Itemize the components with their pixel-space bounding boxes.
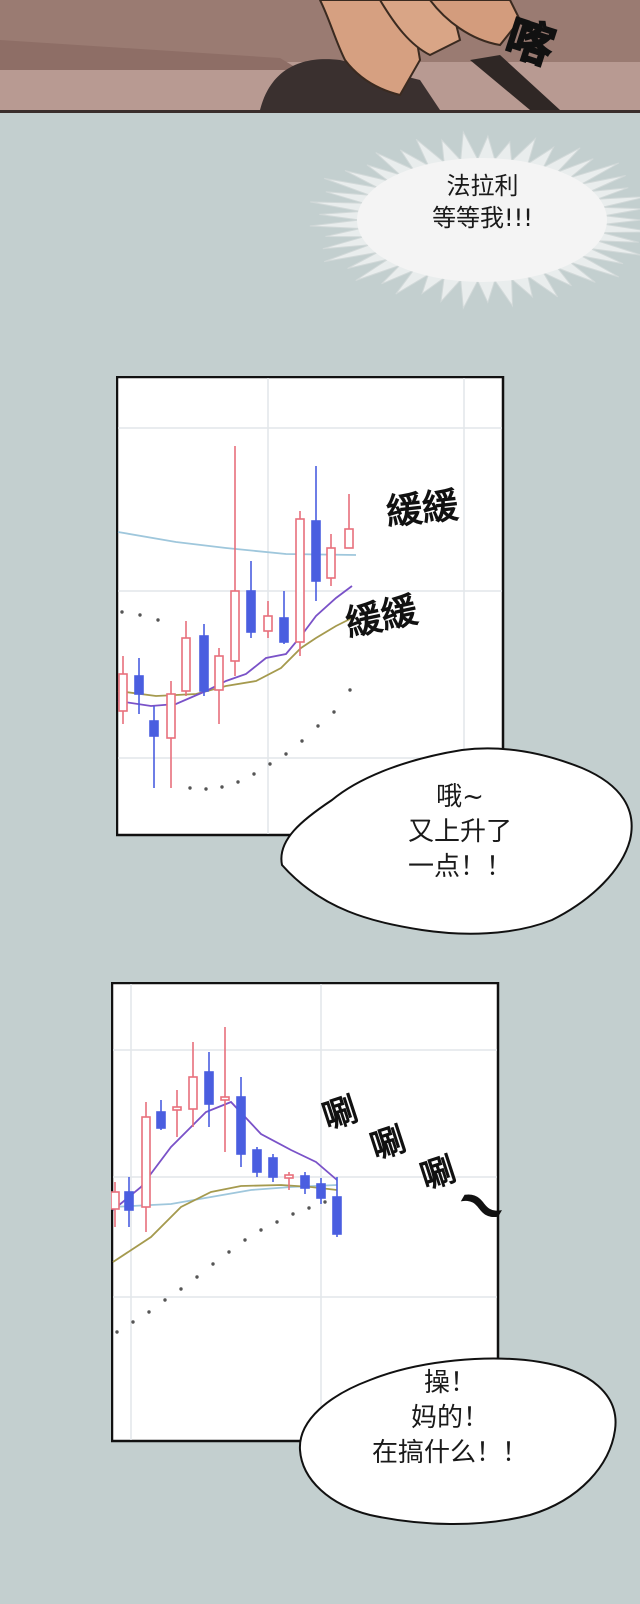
candle-body (220, 1096, 230, 1101)
candle-body (134, 675, 144, 695)
indicator-dot (138, 613, 142, 617)
candle-body (172, 1106, 182, 1111)
indicator-dot (147, 1310, 151, 1314)
candle-body (230, 590, 240, 662)
candle-body (332, 1196, 342, 1235)
indicator-dot (300, 739, 304, 743)
bubble-1-line-2: 又上升了 (407, 817, 512, 848)
indicator-dot (131, 1320, 135, 1324)
candle-body (166, 693, 176, 739)
indicator-dot (188, 786, 192, 790)
candle-body (181, 637, 191, 692)
indicator-dot (179, 1287, 183, 1291)
top-panel: 喀 (0, 0, 640, 113)
indicator-dot (195, 1275, 199, 1279)
candle-body (214, 655, 224, 691)
candle-body (156, 1111, 166, 1129)
indicator-dot (316, 724, 320, 728)
speech-bubble-1-text: 哦~ 又上升了 一点！！ (380, 780, 540, 885)
candle-body (204, 1071, 214, 1105)
candle-body (311, 520, 321, 582)
indicator-dot (332, 710, 336, 714)
candle-body (279, 617, 289, 643)
bubble-1-line-1: 哦~ (436, 782, 484, 812)
indicator-dot (291, 1212, 295, 1216)
candle-body (246, 590, 256, 633)
indicator-dot (275, 1220, 279, 1224)
shout-bubble-text: 法拉利 等等我!!! (400, 170, 565, 235)
indicator-dot (120, 610, 124, 614)
candle-body (326, 547, 336, 579)
shout-bubble (309, 130, 640, 310)
speech-bubble-1 (280, 747, 633, 935)
candle-body (124, 1191, 134, 1211)
indicator-dot (284, 752, 288, 756)
indicator-dot (348, 688, 352, 692)
candle-body (263, 615, 273, 632)
candle-body (316, 1183, 326, 1199)
candle-body (344, 528, 354, 549)
indicator-dot (252, 772, 256, 776)
candle-body (236, 1096, 246, 1155)
indicator-dot (156, 618, 160, 622)
indicator-dot (236, 780, 240, 784)
indicator-dot (307, 1206, 311, 1210)
indicator-dot (259, 1228, 263, 1232)
candle-body (118, 673, 128, 712)
candle-body (141, 1116, 151, 1208)
candle-body (268, 1157, 278, 1178)
indicator-dot (227, 1250, 231, 1254)
bubble-2-line-3: 在搞什么！！ (371, 1438, 528, 1469)
bubble-2-line-1: 操！ (423, 1368, 476, 1398)
bubble-1-line-3: 一点！！ (407, 852, 512, 883)
indicator-dot (163, 1298, 167, 1302)
hand-illustration (0, 0, 640, 110)
slowly-sfx-1: 緩緩 (384, 485, 461, 534)
shout-line-2: 等等我!!! (432, 204, 533, 233)
candle-body (300, 1175, 310, 1189)
speech-bubble-2-text: 操！ 妈的！ 在搞什么！！ (345, 1366, 555, 1471)
indicator-dot (220, 785, 224, 789)
candle-body (188, 1076, 198, 1110)
indicator-dot (243, 1238, 247, 1242)
candle-body (111, 1191, 120, 1210)
candle-body (199, 635, 209, 692)
indicator-dot (323, 1200, 327, 1204)
candle-body (252, 1149, 262, 1173)
indicator-dot (268, 762, 272, 766)
indicator-dot (115, 1330, 119, 1334)
speech-bubble-2 (298, 1357, 617, 1526)
bubble-2-line-2: 妈的！ (410, 1403, 489, 1434)
indicator-dot (204, 787, 208, 791)
indicator-dot (211, 1262, 215, 1266)
candle-body (295, 518, 305, 643)
candle-body (149, 720, 159, 737)
shout-line-1: 法拉利 (446, 172, 519, 200)
candle-body (284, 1174, 294, 1179)
